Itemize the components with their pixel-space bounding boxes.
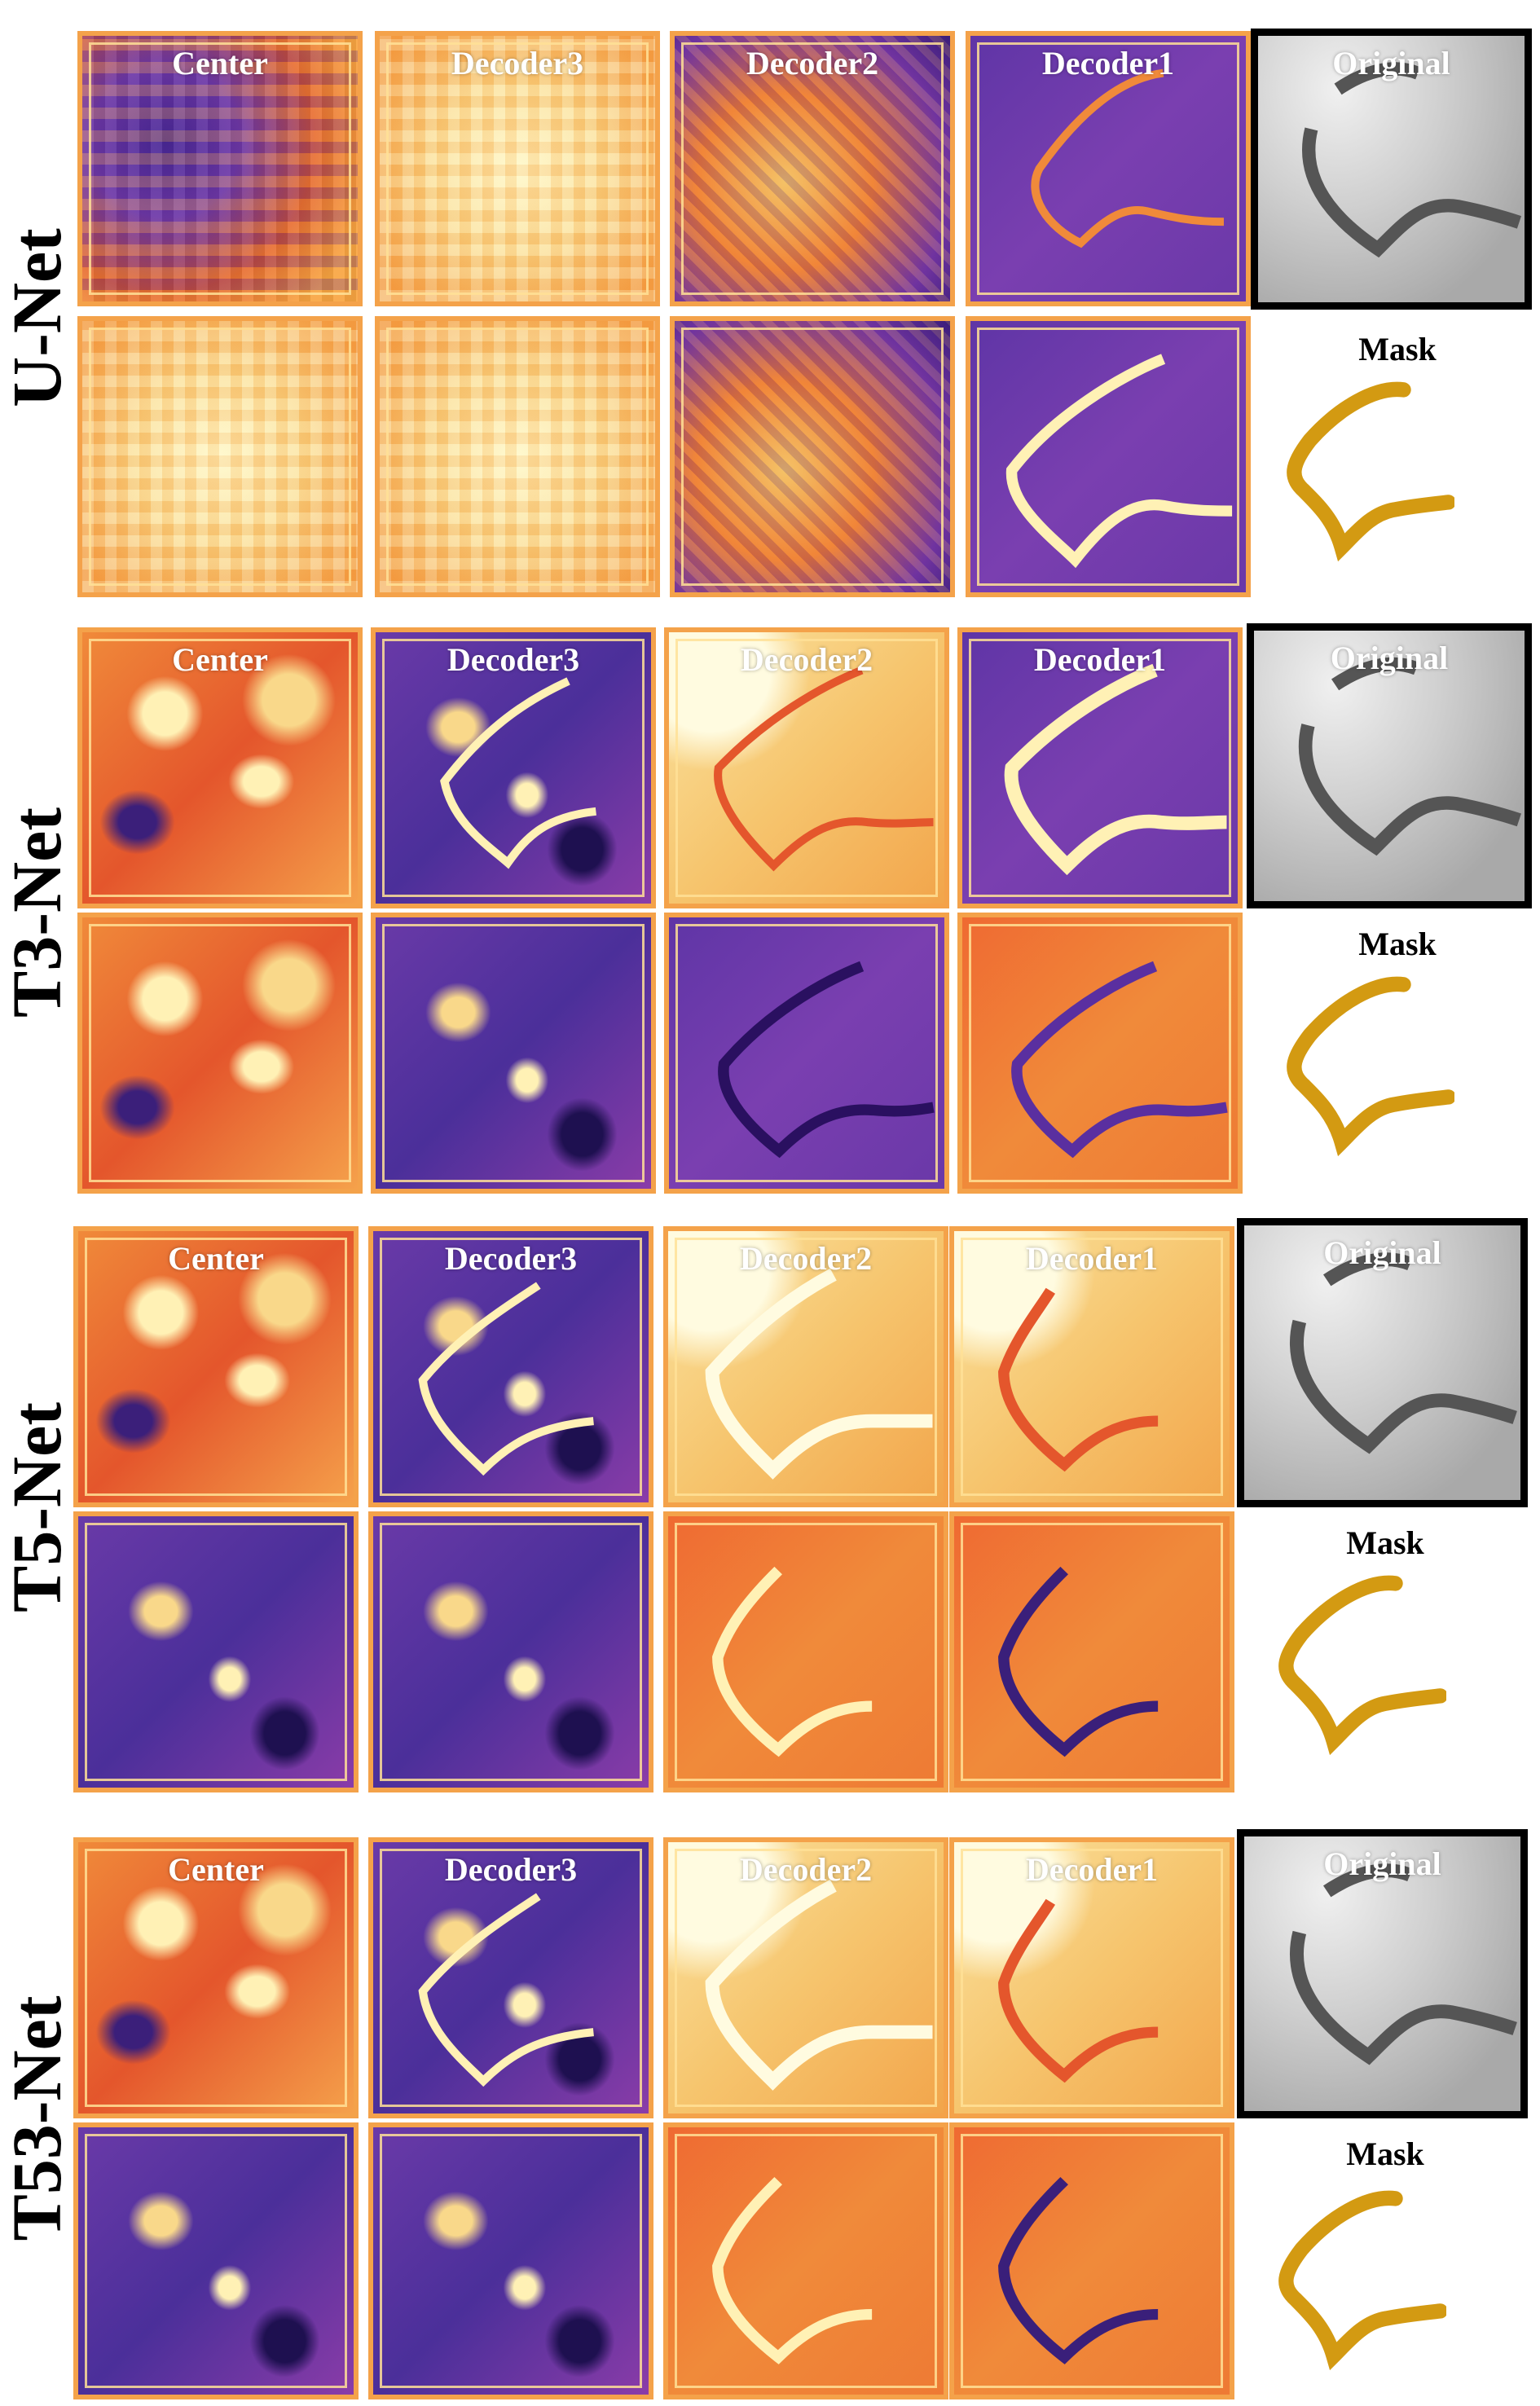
column-title-center: Center — [172, 45, 268, 81]
angiogram-vessel — [1290, 1863, 1517, 2065]
t53-net-center-bottom — [73, 2122, 359, 2399]
column-title-decoder2: Decoder2 — [739, 1851, 873, 1888]
vessel-trace — [705, 1268, 933, 1480]
u-net-center-bottom — [77, 316, 363, 597]
t53-net-decoder1-top: Decoder1 — [949, 1837, 1234, 2118]
column-title-decoder1: Decoder1 — [1041, 45, 1175, 81]
t5-net-decoder3-bottom — [368, 1511, 653, 1792]
u-net-decoder3-bottom — [375, 316, 660, 597]
t5-net-decoder1-top: Decoder1 — [949, 1226, 1234, 1507]
vessel-trace — [440, 677, 596, 869]
column-title-center: Center — [168, 1240, 264, 1277]
original-image: Original — [1237, 1829, 1528, 2118]
original-title: Original — [1330, 640, 1449, 676]
vessel-trace — [712, 2176, 873, 2364]
vessel-trace — [705, 1879, 933, 2091]
t3-net-decoder1-bottom — [957, 913, 1243, 1194]
column-title-decoder1: Decoder1 — [1025, 1851, 1159, 1888]
vessel-trace — [418, 1893, 594, 2087]
original-image: Original — [1247, 623, 1532, 908]
t3-net-decoder3-top: Decoder3 — [371, 627, 656, 908]
column-title-decoder3: Decoder3 — [444, 1240, 578, 1277]
vessel-trace — [1031, 68, 1224, 249]
original-image: Original — [1237, 1218, 1528, 1507]
vessel-trace — [1005, 354, 1233, 569]
mask-shape — [1278, 2190, 1446, 2371]
net-label-u-net: U-Net — [0, 228, 76, 407]
original-title: Original — [1323, 1234, 1441, 1271]
vessel-trace — [998, 1898, 1159, 2083]
t3-net-center-bottom — [77, 913, 363, 1194]
t3-net-center-top: Center — [77, 627, 363, 908]
t53-net-decoder3-bottom — [368, 2122, 653, 2399]
vessel-trace — [714, 666, 934, 872]
t5-net-decoder3-top: Decoder3 — [368, 1226, 653, 1507]
angiogram-vessel — [1302, 62, 1522, 258]
u-net-decoder3-top: Decoder3 — [375, 31, 660, 306]
t5-net-center-top: Center — [73, 1226, 359, 1507]
mask-shape — [1287, 976, 1454, 1157]
u-net-center-top: Center — [77, 31, 363, 306]
u-net-decoder1-bottom — [966, 316, 1251, 597]
net-label-t5-net: T5-Net — [0, 1402, 76, 1612]
original-title: Original — [1323, 1845, 1441, 1882]
t5-net-decoder1-bottom — [949, 1511, 1234, 1792]
original-title: Original — [1332, 45, 1450, 81]
mask-title: Mask — [1346, 2135, 1424, 2172]
t3-net-decoder2-top: Decoder2 — [664, 627, 949, 908]
column-title-center: Center — [172, 641, 268, 678]
column-title-decoder1: Decoder1 — [1033, 641, 1167, 678]
vessel-trace — [998, 2176, 1159, 2364]
mask-shape — [1278, 1575, 1446, 1756]
angiogram-vessel — [1290, 1252, 1517, 1454]
mask-title: Mask — [1358, 331, 1437, 367]
column-title-decoder1: Decoder1 — [1025, 1240, 1159, 1277]
angiogram-vessel — [1298, 657, 1521, 856]
mask-title: Mask — [1346, 1524, 1424, 1561]
u-net-decoder2-bottom — [670, 316, 955, 597]
column-title-decoder3: Decoder3 — [451, 45, 584, 81]
column-title-decoder3: Decoder3 — [447, 641, 580, 678]
t5-net-decoder2-bottom — [663, 1511, 948, 1792]
t3-net-decoder2-bottom — [664, 913, 949, 1194]
u-net-decoder1-top: Decoder1 — [966, 31, 1251, 306]
original-image: Original — [1251, 29, 1532, 310]
column-title-center: Center — [168, 1851, 264, 1888]
column-title-decoder2: Decoder2 — [740, 641, 873, 678]
net-label-t53-net: T53-Net — [0, 1995, 76, 2241]
t5-net-center-bottom — [73, 1511, 359, 1792]
vessel-trace — [418, 1282, 594, 1476]
vessel-trace — [1011, 961, 1228, 1159]
t53-net-decoder2-top: Decoder2 — [663, 1837, 948, 2118]
t53-net-decoder1-bottom — [949, 2122, 1234, 2399]
column-title-decoder2: Decoder2 — [739, 1240, 873, 1277]
t53-net-decoder2-bottom — [663, 2122, 948, 2399]
vessel-trace — [718, 961, 935, 1159]
vessel-trace — [1004, 663, 1227, 876]
t5-net-decoder2-top: Decoder2 — [663, 1226, 948, 1507]
net-label-t3-net: T3-Net — [0, 807, 76, 1018]
vessel-trace — [712, 1566, 873, 1757]
mask-shape — [1287, 381, 1454, 562]
vessel-trace — [998, 1287, 1159, 1472]
t53-net-decoder3-top: Decoder3 — [368, 1837, 653, 2118]
u-net-decoder2-top: Decoder2 — [670, 31, 955, 306]
column-title-decoder2: Decoder2 — [746, 45, 879, 81]
vessel-trace — [998, 1566, 1159, 1757]
mask-title: Mask — [1358, 926, 1437, 962]
t3-net-decoder3-bottom — [371, 913, 656, 1194]
t3-net-decoder1-top: Decoder1 — [957, 627, 1243, 908]
t53-net-center-top: Center — [73, 1837, 359, 2118]
column-title-decoder3: Decoder3 — [444, 1851, 578, 1888]
